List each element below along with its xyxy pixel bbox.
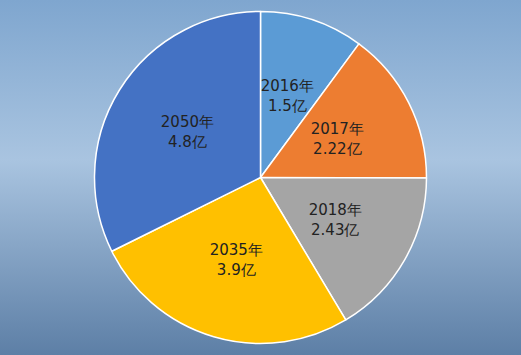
svg-text:2.43亿: 2.43亿 [311, 221, 359, 239]
svg-text:2035年: 2035年 [210, 241, 263, 259]
svg-text:2050年: 2050年 [161, 113, 214, 131]
svg-text:1.5亿: 1.5亿 [268, 97, 307, 115]
svg-text:3.9亿: 3.9亿 [217, 261, 256, 279]
svg-text:2018年: 2018年 [309, 201, 362, 219]
svg-text:2016年: 2016年 [261, 77, 314, 95]
svg-text:2.22亿: 2.22亿 [313, 140, 361, 158]
svg-text:4.8亿: 4.8亿 [168, 133, 207, 151]
svg-text:2017年: 2017年 [311, 120, 364, 138]
